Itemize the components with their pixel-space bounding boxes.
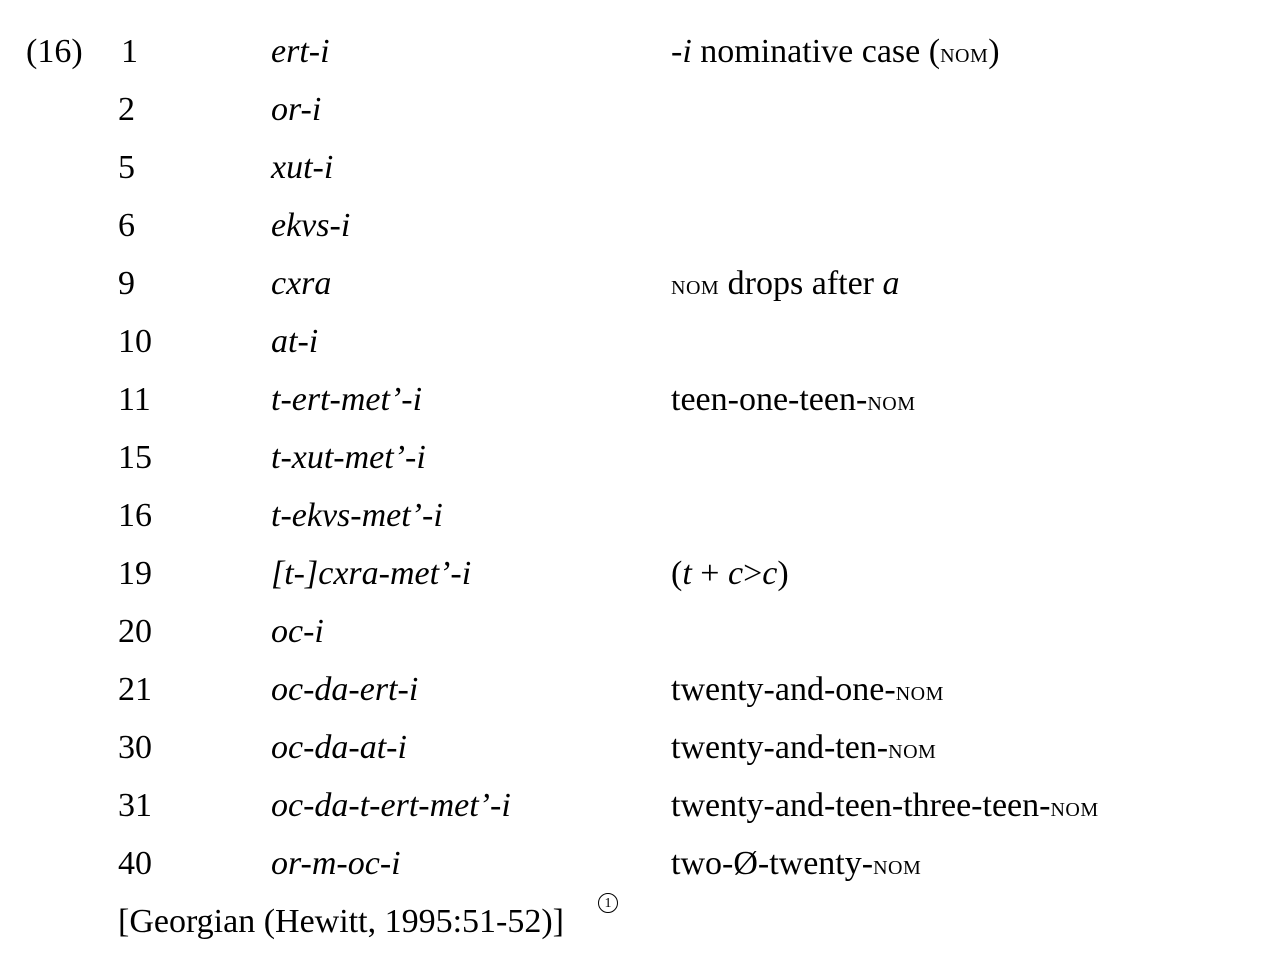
gloss: two-Ø-twenty-nom: [671, 842, 921, 888]
table-row: 6 ekvs-i: [0, 204, 1273, 262]
georgian-form: at-i: [271, 323, 319, 360]
georgian-form: t-ert-met’-i: [271, 381, 423, 418]
gloss-abbreviation: nom: [895, 676, 944, 707]
numeral-value: 10: [118, 323, 152, 360]
numeral-value: 11: [118, 381, 151, 418]
numeral-value: 5: [118, 149, 135, 186]
table-row: 5 xut-i: [0, 146, 1273, 204]
footnote-marker-icon[interactable]: 1: [598, 893, 618, 913]
numeral-value: 6: [118, 207, 135, 244]
numeral-table: 1 ert-i -i nominative case (nom) 2 or-i …: [0, 30, 1273, 900]
gloss: (t + c>c): [671, 552, 789, 596]
georgian-form: oc-da-at-i: [271, 729, 407, 766]
gloss-text: two-Ø-twenty-: [671, 845, 874, 882]
numeral-value: 15: [118, 439, 152, 476]
numeral-value: 9: [118, 265, 135, 302]
georgian-form: oc-i: [271, 613, 324, 650]
numeral-value: 1: [121, 33, 138, 70]
table-row: 31 oc-da-t-ert-met’-i twenty-and-teen-th…: [0, 784, 1273, 842]
source-citation: [Georgian (Hewitt, 1995:51-52)]: [118, 903, 564, 940]
gloss-open-paren: (: [671, 555, 683, 592]
table-row: 21 oc-da-ert-i twenty-and-one-nom: [0, 668, 1273, 726]
numeral-value: 30: [118, 729, 152, 766]
example-number: (16): [26, 33, 83, 70]
gloss-greater-than: >: [743, 555, 763, 592]
gloss: twenty-and-ten-nom: [671, 726, 936, 772]
table-row: 40 or-m-oc-i two-Ø-twenty-nom: [0, 842, 1273, 900]
numeral-value: 21: [118, 671, 152, 708]
georgian-form: t-xut-met’-i: [271, 439, 426, 476]
georgian-form: cxra: [271, 265, 332, 302]
gloss: twenty-and-one-nom: [671, 668, 944, 714]
georgian-form: ert-i: [271, 33, 330, 70]
georgian-form: or-m-oc-i: [271, 845, 401, 882]
gloss-abbreviation: nom: [888, 734, 937, 765]
georgian-form: ekvs-i: [271, 207, 351, 244]
table-row: 11 t-ert-met’-i teen-one-teen-nom: [0, 378, 1273, 436]
table-row: 2 or-i: [0, 88, 1273, 146]
table-row: 10 at-i: [0, 320, 1273, 378]
table-row: 1 ert-i -i nominative case (nom): [0, 30, 1273, 88]
gloss: -i nominative case (nom): [671, 30, 1000, 76]
table-row: 20 oc-i: [0, 610, 1273, 668]
gloss-abbreviation: nom: [671, 270, 720, 301]
table-row: 9 cxra nom drops after a: [0, 262, 1273, 320]
gloss-text: twenty-and-ten-: [671, 729, 889, 766]
gloss-text: teen-one-teen-: [671, 381, 868, 418]
gloss-abbreviation: nom: [940, 38, 989, 69]
gloss-affix: -i: [671, 33, 692, 70]
gloss-abbreviation: nom: [1050, 792, 1099, 823]
georgian-form: or-i: [271, 91, 322, 128]
numeral-value: 31: [118, 787, 152, 824]
table-row: 30 oc-da-at-i twenty-and-ten-nom: [0, 726, 1273, 784]
gloss-italic: a: [882, 265, 900, 302]
gloss-text: drops after: [719, 265, 883, 302]
georgian-form: oc-da-ert-i: [271, 671, 419, 708]
gloss-close-paren: ): [777, 555, 789, 592]
gloss: teen-one-teen-nom: [671, 378, 916, 424]
gloss-abbreviation: nom: [873, 850, 922, 881]
numeral-value: 40: [118, 845, 152, 882]
gloss-text: nominative case (: [691, 33, 941, 70]
georgian-form: t-ekvs-met’-i: [271, 497, 443, 534]
gloss-plus: +: [691, 555, 728, 592]
numeral-value: 2: [118, 91, 135, 128]
numeral-value: 16: [118, 497, 152, 534]
numeral-value: 19: [118, 555, 152, 592]
gloss-italic: c: [762, 555, 778, 592]
table-row: 15 t-xut-met’-i: [0, 436, 1273, 494]
georgian-form: oc-da-t-ert-met’-i: [271, 787, 511, 824]
gloss-abbreviation: nom: [867, 386, 916, 417]
gloss-close-paren: ): [988, 33, 1000, 70]
gloss-text: twenty-and-teen-three-teen-: [671, 787, 1051, 824]
georgian-form: xut-i: [271, 149, 334, 186]
gloss-text: twenty-and-one-: [671, 671, 896, 708]
gloss: nom drops after a: [671, 262, 900, 308]
numeral-value: 20: [118, 613, 152, 650]
table-row: 16 t-ekvs-met’-i: [0, 494, 1273, 552]
gloss-italic: t: [682, 555, 692, 592]
gloss-italic: c: [727, 555, 744, 592]
georgian-form: [t-]cxra-met’-i: [271, 555, 472, 592]
gloss: twenty-and-teen-three-teen-nom: [671, 784, 1099, 830]
table-row: 19 [t-]cxra-met’-i (t + c>c): [0, 552, 1273, 610]
